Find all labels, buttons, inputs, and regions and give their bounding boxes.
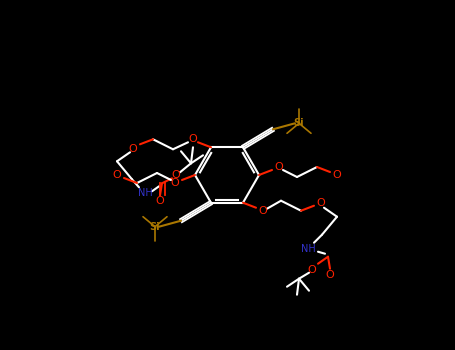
Text: O: O — [326, 270, 334, 280]
Text: O: O — [258, 206, 268, 216]
Text: O: O — [171, 178, 179, 188]
Text: Si: Si — [150, 222, 160, 232]
Text: O: O — [333, 170, 341, 180]
Text: O: O — [189, 134, 197, 144]
Text: O: O — [317, 198, 325, 208]
Text: O: O — [113, 170, 121, 180]
Text: O: O — [308, 265, 316, 275]
Text: O: O — [172, 170, 180, 180]
Text: O: O — [275, 162, 283, 172]
Text: NH: NH — [301, 244, 315, 254]
Text: Si: Si — [293, 118, 304, 128]
Text: O: O — [156, 196, 164, 206]
Text: O: O — [129, 144, 137, 154]
Text: NH: NH — [137, 188, 152, 198]
